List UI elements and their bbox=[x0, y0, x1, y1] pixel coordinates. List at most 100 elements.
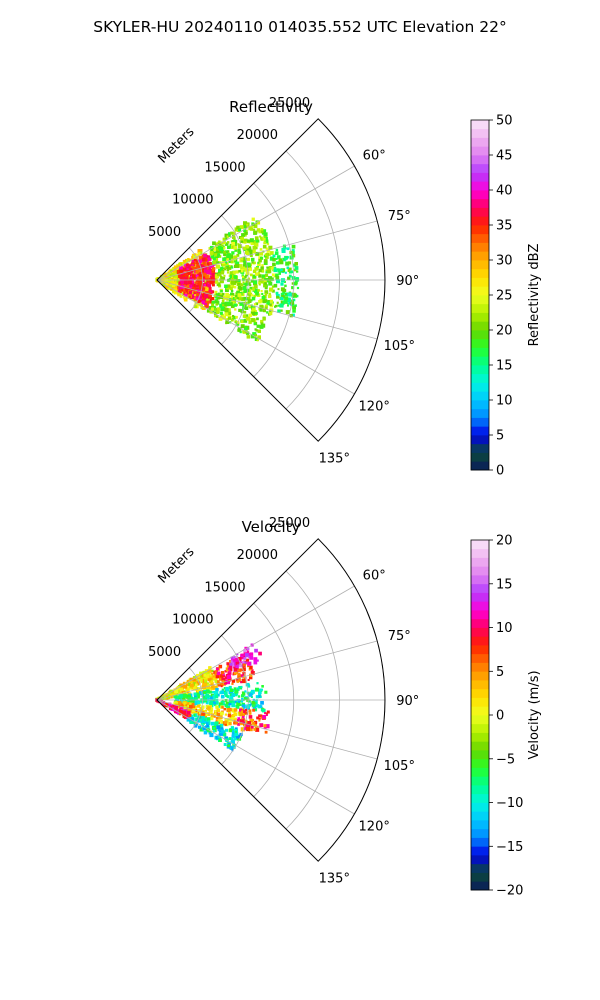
data-cell bbox=[183, 684, 188, 689]
data-cell bbox=[271, 285, 275, 288]
data-cell bbox=[213, 691, 216, 695]
data-cell bbox=[246, 335, 251, 339]
data-cell bbox=[246, 223, 249, 226]
data-cell bbox=[223, 267, 226, 271]
data-cell bbox=[258, 688, 261, 692]
colorbar-segment bbox=[471, 715, 489, 725]
colorbar-segment bbox=[471, 881, 489, 891]
data-cell bbox=[194, 254, 198, 258]
data-cell bbox=[241, 297, 245, 301]
data-cell bbox=[217, 253, 220, 257]
data-cell bbox=[263, 232, 268, 237]
data-cell bbox=[244, 708, 248, 712]
data-cell bbox=[204, 710, 207, 713]
data-cell bbox=[173, 265, 178, 270]
data-cell bbox=[266, 249, 271, 253]
data-cell bbox=[216, 712, 220, 716]
data-cell bbox=[169, 695, 173, 699]
data-cell bbox=[196, 673, 200, 678]
data-cell bbox=[197, 696, 200, 699]
data-cell bbox=[264, 690, 268, 694]
data-cell bbox=[190, 696, 194, 700]
data-cell bbox=[226, 271, 230, 274]
data-cell bbox=[228, 699, 232, 703]
data-cell bbox=[228, 234, 231, 237]
data-cell bbox=[243, 725, 247, 729]
data-cell bbox=[207, 255, 211, 259]
data-cell bbox=[230, 726, 234, 730]
data-cell bbox=[252, 269, 257, 274]
data-cell bbox=[200, 263, 203, 267]
data-cell bbox=[234, 727, 238, 731]
data-cell bbox=[249, 304, 253, 309]
data-cell bbox=[169, 273, 173, 277]
colorbar-segment bbox=[471, 452, 489, 462]
data-cell bbox=[294, 266, 299, 270]
colorbar-segment bbox=[471, 855, 489, 865]
data-cell bbox=[245, 316, 250, 321]
data-cell bbox=[209, 279, 214, 284]
data-cell bbox=[258, 229, 263, 234]
data-cell bbox=[217, 292, 221, 296]
data-cell bbox=[211, 685, 214, 689]
data-cell bbox=[228, 701, 233, 706]
data-cell bbox=[232, 741, 235, 744]
data-cell bbox=[253, 723, 257, 727]
data-cell bbox=[243, 282, 246, 285]
data-cell bbox=[257, 267, 260, 270]
colorbar-segment bbox=[471, 128, 489, 138]
data-cell bbox=[235, 270, 239, 274]
data-cell bbox=[216, 725, 221, 730]
data-cell bbox=[179, 295, 183, 298]
data-cell bbox=[271, 303, 274, 306]
data-cell bbox=[209, 245, 214, 250]
radial-tick-label: 10000 bbox=[172, 193, 213, 208]
data-cell bbox=[253, 280, 258, 285]
data-cell bbox=[255, 292, 259, 296]
data-cell bbox=[233, 736, 238, 741]
data-cell bbox=[226, 664, 230, 668]
data-cell bbox=[214, 290, 218, 294]
data-cell bbox=[242, 673, 245, 676]
data-cell bbox=[193, 686, 196, 690]
data-cell bbox=[253, 240, 256, 244]
data-cell bbox=[227, 718, 231, 722]
data-cell bbox=[218, 240, 221, 243]
data-cell bbox=[264, 237, 268, 241]
colorbar-segment bbox=[471, 400, 489, 410]
data-cell bbox=[201, 705, 205, 709]
data-cell bbox=[224, 720, 228, 723]
data-cell bbox=[287, 269, 291, 272]
data-cell bbox=[243, 657, 247, 660]
data-cell bbox=[265, 724, 270, 729]
data-cell bbox=[185, 287, 189, 291]
data-cell bbox=[257, 271, 261, 275]
data-cell bbox=[231, 682, 234, 685]
data-cell bbox=[229, 690, 234, 695]
data-cell bbox=[276, 261, 280, 265]
data-cell bbox=[269, 251, 274, 255]
data-cell bbox=[282, 290, 286, 294]
data-cell bbox=[242, 715, 245, 719]
data-cell bbox=[260, 266, 264, 270]
data-cell bbox=[210, 682, 214, 686]
data-cell bbox=[173, 291, 178, 295]
data-cell bbox=[173, 692, 178, 696]
data-cell bbox=[201, 724, 205, 728]
data-cell bbox=[204, 679, 208, 683]
data-cell bbox=[250, 240, 255, 246]
radial-tick-label: 20000 bbox=[237, 128, 278, 143]
data-cell bbox=[202, 726, 207, 731]
data-cell bbox=[258, 714, 261, 718]
data-cell bbox=[192, 287, 196, 290]
data-cell bbox=[188, 258, 192, 261]
data-cell bbox=[210, 686, 214, 691]
data-cell bbox=[191, 706, 196, 710]
data-cell bbox=[183, 273, 187, 277]
data-cell bbox=[258, 719, 261, 722]
data-cell bbox=[249, 665, 253, 670]
data-cell bbox=[190, 683, 194, 688]
data-cell bbox=[222, 315, 226, 320]
data-cell bbox=[212, 677, 216, 681]
data-cell bbox=[203, 671, 208, 675]
